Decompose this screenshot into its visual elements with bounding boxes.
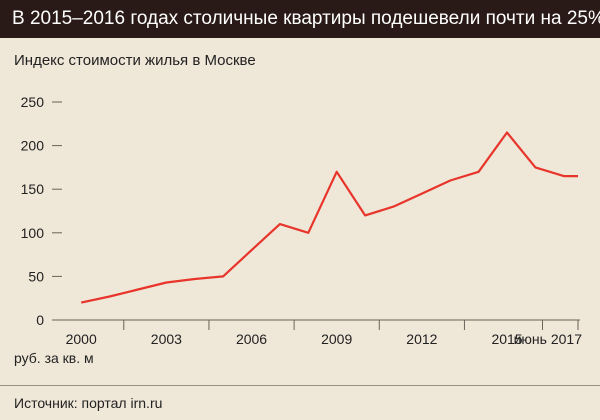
y-tick-label: 250 xyxy=(21,94,45,110)
line-chart: 0 50 100 150 200 250 2000 2003 2006 2009 2012 2015… xyxy=(21,94,583,347)
source-note: Источник: портал irn.ru xyxy=(14,395,163,411)
y-tick-label: 200 xyxy=(21,138,45,154)
y-axis-unit-label: руб. за кв. м xyxy=(14,350,94,366)
y-tick-label: 50 xyxy=(28,268,44,284)
y-axis-ticks xyxy=(52,101,62,321)
x-tick-label: июнь 2017 xyxy=(514,331,583,347)
y-tick-label: 150 xyxy=(21,181,45,197)
chart-subtitle: Индекс стоимости жилья в Москве xyxy=(14,52,256,69)
x-tick-label: 2009 xyxy=(321,331,352,347)
x-tick-label: 2006 xyxy=(236,331,267,347)
chart-title: В 2015–2016 годах столичные квартиры под… xyxy=(0,0,600,38)
series-line xyxy=(80,131,578,304)
x-tick-label: 2003 xyxy=(151,331,182,347)
x-tick-label: 2012 xyxy=(406,331,437,347)
footer-divider xyxy=(0,385,600,386)
y-axis-labels: 0 50 100 150 200 250 xyxy=(21,94,45,328)
x-tick-label: 2000 xyxy=(66,331,97,347)
y-tick-label: 0 xyxy=(36,312,44,328)
x-tick-label: 2015 xyxy=(491,331,522,347)
y-tick-label: 100 xyxy=(21,225,45,241)
x-axis-ticks xyxy=(123,320,579,330)
